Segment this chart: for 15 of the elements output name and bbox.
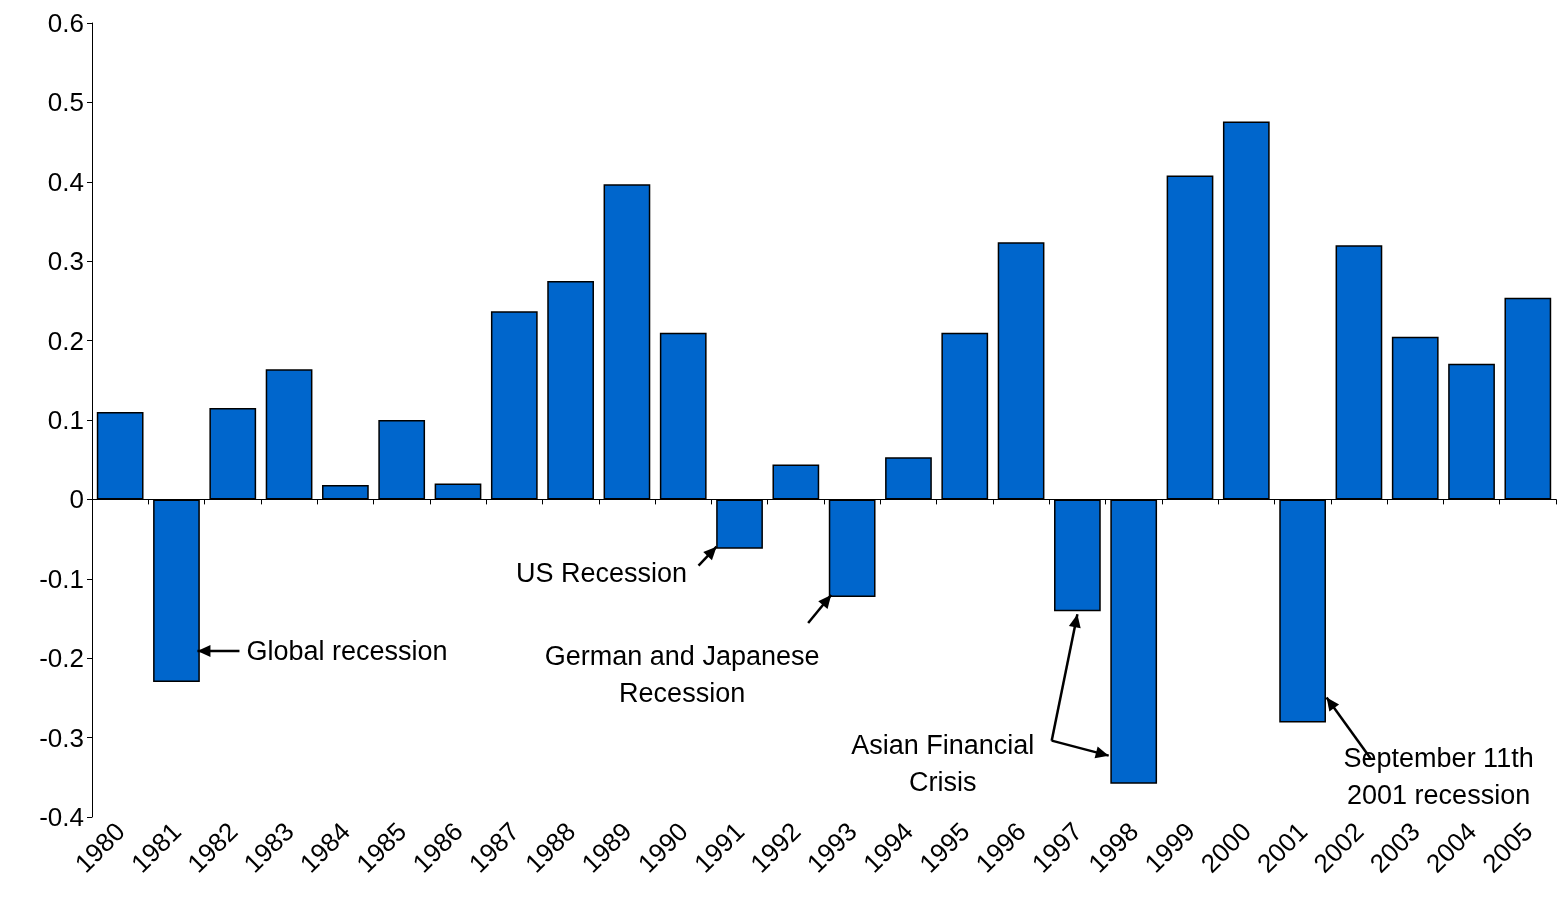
y-tick-label: 0.1 bbox=[47, 405, 84, 435]
y-tick-label: 0.6 bbox=[47, 8, 84, 38]
y-tick-label: -0.1 bbox=[39, 563, 84, 594]
y-tick-label: -0.2 bbox=[39, 643, 84, 674]
y-tick-label: 0.3 bbox=[47, 246, 84, 277]
annotation: US Recession bbox=[516, 557, 688, 588]
annotation: German and Japanese Recession bbox=[544, 640, 820, 708]
y-tick-label: 0.5 bbox=[47, 87, 84, 118]
y-tick-label: 0.2 bbox=[47, 325, 84, 356]
y-tick-label: 0 bbox=[69, 484, 84, 515]
y-tick-label: 0.4 bbox=[47, 166, 84, 197]
annotation: Asian Financial Crisis bbox=[851, 730, 1035, 798]
annotation: Global recession bbox=[246, 635, 448, 666]
annotation: September 11th 2001 recession bbox=[1343, 743, 1534, 811]
y-tick-label: -0.3 bbox=[39, 722, 84, 753]
